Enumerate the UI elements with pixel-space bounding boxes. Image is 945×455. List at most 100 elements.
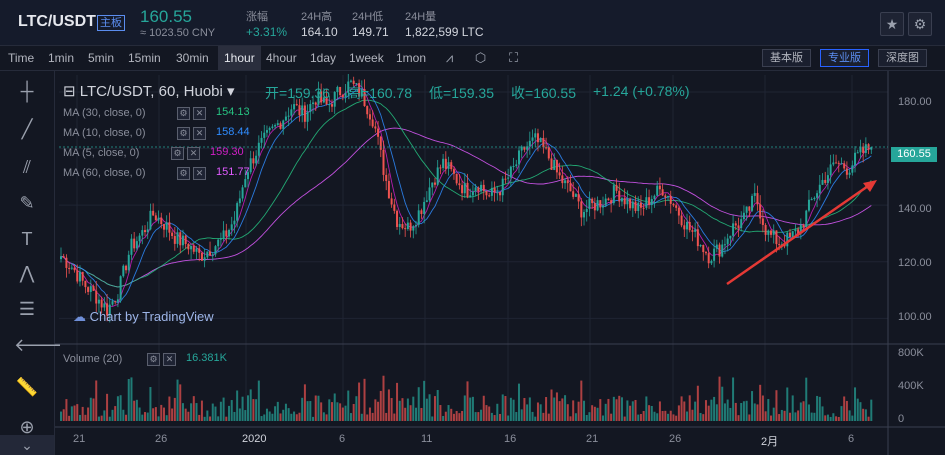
tf-15min[interactable]: 15min	[128, 51, 161, 65]
pair-name[interactable]: LTC/USDT	[18, 13, 96, 30]
annotation-arrow	[726, 182, 872, 286]
back-arrow-icon[interactable]: 🡐	[14, 335, 63, 355]
tf-time[interactable]: Time	[8, 51, 35, 65]
view-basic-button[interactable]: 基本版	[762, 49, 811, 67]
tf-4hour[interactable]: 4hour	[266, 51, 297, 65]
ma60-legend[interactable]: MA (60, close, 0)	[63, 167, 146, 179]
ma30-legend[interactable]: MA (30, close, 0)	[63, 107, 146, 119]
candle-body	[168, 222, 171, 233]
volume-bar	[469, 397, 472, 421]
candle-body	[772, 230, 775, 235]
price-chart[interactable]	[55, 71, 945, 455]
candle-body	[667, 195, 670, 198]
ma10-legend[interactable]: MA (10, close, 0)	[63, 127, 146, 139]
fullscreen-icon[interactable]: ⛶	[508, 50, 519, 65]
chart-area[interactable]: ⊟ LTC/USDT, 60, Huobi ▾ 开=159.36 高=160.7…	[55, 71, 945, 455]
candle-body	[493, 187, 496, 193]
volume-bar	[368, 407, 371, 421]
tf-30min[interactable]: 30min	[176, 51, 209, 65]
collapse-icon[interactable]: ⌄	[0, 435, 54, 455]
tf-1min[interactable]: 1min	[48, 51, 75, 65]
ma5-legend[interactable]: MA (5, close, 0)	[63, 147, 140, 159]
view-depth-button[interactable]: 深度图	[878, 49, 927, 67]
pattern-icon[interactable]: ⋀	[19, 263, 35, 283]
view-pro-button[interactable]: 专业版	[820, 49, 869, 67]
candle-body	[466, 182, 469, 198]
settings-hex-icon[interactable]: ⬡	[474, 50, 487, 65]
trend-line-icon[interactable]: ╱	[21, 119, 33, 139]
volume-bar	[664, 410, 667, 421]
fib-icon[interactable]: ⫽	[22, 157, 32, 177]
candle-body	[439, 167, 442, 169]
candle-body	[729, 235, 732, 239]
volume-bar	[428, 394, 431, 421]
ma10-settings-icon[interactable]: ⚙	[177, 127, 190, 140]
candle-body	[463, 182, 466, 194]
ma5-settings-icon[interactable]: ⚙	[171, 147, 184, 160]
tf-1week[interactable]: 1week	[349, 51, 384, 65]
volume-bar	[496, 403, 499, 421]
ma60-close-icon[interactable]: ✕	[193, 167, 206, 180]
tf-1day[interactable]: 1day	[310, 51, 337, 65]
candle-body	[333, 92, 336, 107]
tf-1mon[interactable]: 1mon	[396, 51, 427, 65]
volume-bar	[569, 416, 572, 421]
ma60-settings-icon[interactable]: ⚙	[177, 167, 190, 180]
candle-body	[317, 91, 320, 105]
volume-bar	[555, 392, 558, 421]
indicator-icon[interactable]: ⩘	[445, 50, 454, 65]
ma10-close-icon[interactable]: ✕	[193, 127, 206, 140]
candle-body	[577, 194, 580, 202]
volume-bar	[645, 396, 648, 421]
candle-body	[355, 83, 358, 85]
settings-icon[interactable]: ⚙	[908, 12, 932, 36]
stat-label-volume: 24H量	[405, 11, 437, 23]
ma30-settings-icon[interactable]: ⚙	[177, 107, 190, 120]
volume-bar	[209, 416, 212, 421]
candle-body	[230, 224, 233, 230]
volume-bar	[574, 413, 577, 421]
candle-body	[325, 97, 328, 105]
candle-body	[366, 106, 369, 115]
volume-bar	[287, 408, 290, 421]
volume-bar	[255, 399, 258, 421]
candle-body	[539, 137, 542, 143]
volume-bar	[420, 407, 423, 421]
volume-legend[interactable]: Volume (20)	[63, 353, 123, 365]
volume-bar	[501, 394, 504, 421]
brush-icon[interactable]: ✎	[19, 193, 35, 213]
candle-body	[807, 199, 810, 211]
candle-body	[222, 230, 225, 239]
candle-body	[542, 137, 545, 148]
vol-tick: 0	[898, 413, 905, 425]
candle-body	[629, 198, 632, 209]
volume-bar	[726, 399, 729, 421]
ruler-icon[interactable]: 📏	[15, 377, 39, 397]
ma30-close-icon[interactable]: ✕	[193, 107, 206, 120]
zoom-in-icon[interactable]: ⊕	[19, 417, 35, 437]
text-icon[interactable]: T	[21, 229, 33, 249]
volume-settings-icon[interactable]: ⚙	[147, 353, 160, 366]
x-tick: 6	[339, 433, 346, 445]
candle-body	[591, 198, 594, 204]
measure-icon[interactable]: ☰	[18, 299, 36, 319]
volume-bar	[577, 401, 580, 421]
tradingview-watermark[interactable]: ☁ Chart by TradingView	[73, 309, 214, 324]
volume-bar	[788, 412, 791, 421]
tf-5min[interactable]: 5min	[88, 51, 115, 65]
candle-body	[382, 149, 385, 175]
crosshair-icon[interactable]: ┼	[20, 81, 34, 101]
volume-bar	[114, 406, 117, 421]
ma5-close-icon[interactable]: ✕	[187, 147, 200, 160]
x-tick: 6	[848, 433, 855, 445]
volume-bar	[360, 413, 363, 421]
candle-body	[344, 92, 347, 98]
x-tick: 26	[155, 433, 168, 445]
volume-bar	[257, 380, 260, 421]
candle-body	[173, 235, 176, 244]
volume-bar	[710, 399, 713, 421]
candle-body	[469, 195, 472, 198]
star-icon[interactable]: ★	[880, 12, 904, 36]
tf-1hour[interactable]: 1hour	[218, 46, 261, 70]
volume-close-icon[interactable]: ✕	[163, 353, 176, 366]
